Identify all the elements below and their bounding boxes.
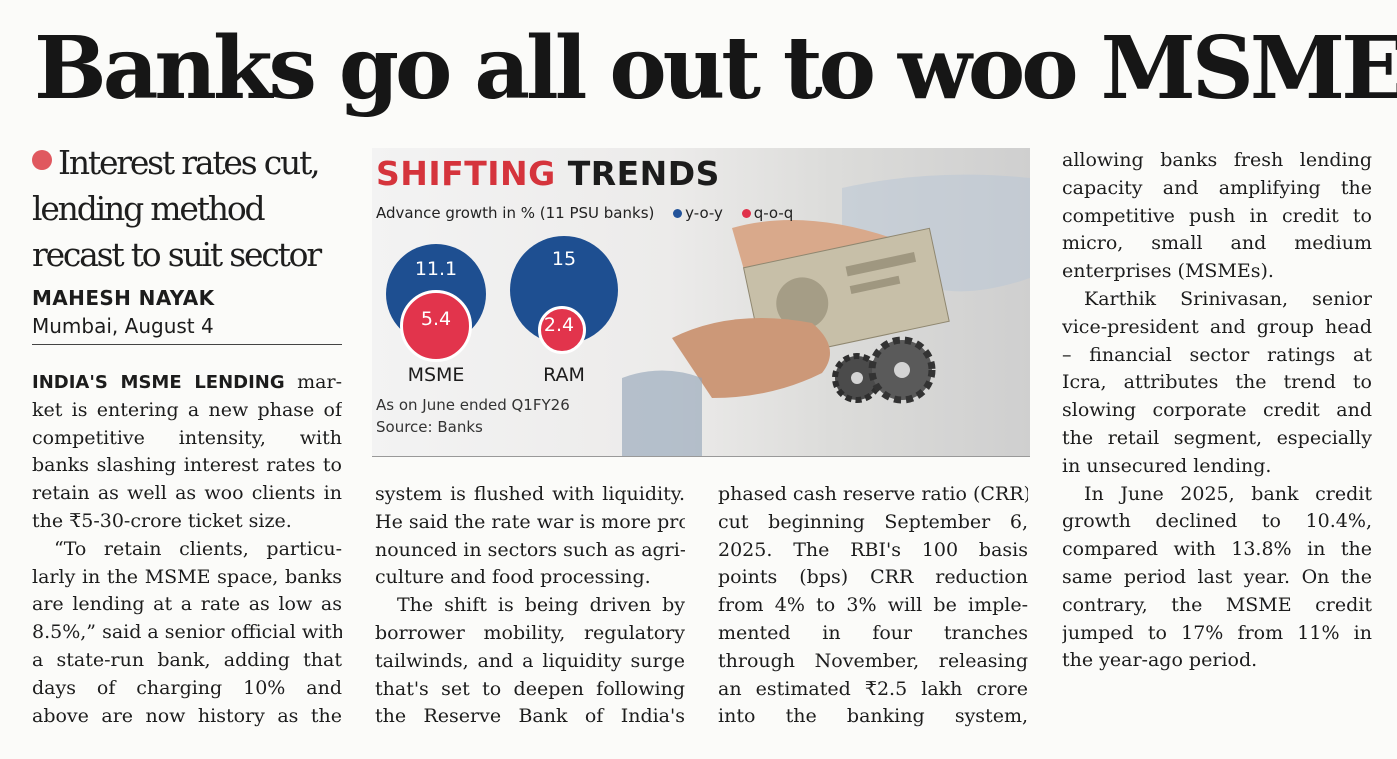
text-line: 8.5%,” said a senior official with <box>32 621 342 644</box>
text-line: culture and food processing. <box>375 566 651 589</box>
text-line: are lending at a rate as low as <box>32 593 342 616</box>
article-column-2: system is flushed with liquidity. He sai… <box>375 481 685 731</box>
text-line: that's set to deepen following <box>375 677 685 700</box>
article-column-1: INDIA'S MSME LENDING mar- ket is enterin… <box>32 369 342 730</box>
graphic-title-main: TRENDS <box>567 154 720 193</box>
text-line: from 4% to 3% will be imple- <box>718 594 1028 617</box>
byline: MAHESH NAYAK <box>32 286 215 310</box>
text-line: points (bps) CRR reduction <box>718 566 1028 589</box>
text-line: the retail segment, especially <box>1062 426 1372 449</box>
label-ram: RAM <box>543 364 585 386</box>
graphic-source: Source: Banks <box>376 418 483 436</box>
article-column-4: allowing banks fresh lending capacity an… <box>1062 147 1372 675</box>
text-line: into the banking system, <box>718 705 1028 728</box>
sleeve-shape <box>622 370 702 456</box>
text-line: compared with 13.8% in the <box>1062 538 1372 561</box>
text-line: larly in the MSME space, banks <box>32 565 342 588</box>
value-ram-yoy: 15 <box>551 248 577 270</box>
value-msme-qoq: 5.4 <box>420 308 452 330</box>
text-line: tailwinds, and a liquidity surge <box>375 649 685 672</box>
text-line: phased cash reserve ratio (CRR) <box>718 483 1028 505</box>
text-line: banks slashing interest rates to <box>32 454 342 477</box>
text-line: competitive push in credit to <box>1062 204 1372 227</box>
text-line: borrower mobility, regulatory <box>375 621 685 644</box>
text-line: allowing banks fresh lending <box>1062 149 1372 171</box>
text-line: ket is entering a new phase of <box>32 398 342 421</box>
legend-dot-icon <box>673 209 683 218</box>
text-line: system is flushed with liquidity. <box>375 483 685 505</box>
text-line: “To retain clients, particu- <box>54 537 342 560</box>
text-line: enterprises (MSMEs). <box>1062 260 1274 283</box>
legend-yoy: y-o-y <box>685 204 723 222</box>
text-line: 2025. The RBI's 100 basis <box>718 538 1028 561</box>
bullet-dot-icon <box>32 150 52 170</box>
text-line: jumped to 17% from 11% in <box>1062 621 1372 644</box>
banknote-text <box>845 252 917 277</box>
text-line: growth declined to 10.4%, <box>1062 510 1372 533</box>
value-ram-qoq: 2.4 <box>543 314 575 336</box>
text-line: the ₹5-30-crore ticket size. <box>32 509 292 532</box>
headline: Banks go all out to woo MSMEs <box>34 18 1397 119</box>
deck-line-2: lending method <box>32 189 266 228</box>
deck: Interest rates cut, lending method recas… <box>32 140 352 278</box>
text-line: capacity and amplifying the <box>1062 176 1372 199</box>
text-fragment: mar- <box>297 371 342 393</box>
graphic-subtitle-legend: Advance growth in % (11 PSU banks) y-o-y… <box>376 204 793 222</box>
text-line: vice-president and group head <box>1062 315 1372 338</box>
text-line: cut beginning September 6, <box>718 510 1028 533</box>
text-line: retain as well as woo clients in <box>32 482 342 505</box>
hand-shape <box>672 318 830 398</box>
text-line: Karthik Srinivasan, senior <box>1084 287 1372 310</box>
text-line: micro, small and medium <box>1062 232 1372 255</box>
deck-line: Interest rates cut, <box>32 140 352 186</box>
text-line: slowing corporate credit and <box>1062 399 1372 422</box>
text-line: through November, releasing <box>718 649 1028 672</box>
deck-line-1: Interest rates cut, <box>58 143 321 182</box>
bubble-ram-qoq <box>538 306 586 354</box>
lead-in: INDIA'S MSME LENDING <box>32 372 285 393</box>
shifting-trends-graphic: SHIFTING TRENDS Advance growth in % (11 … <box>372 148 1030 457</box>
text-line: an estimated ₹2.5 lakh crore <box>718 677 1028 700</box>
chart-subtitle: Advance growth in % (11 PSU banks) <box>376 204 655 222</box>
article-column-3: phased cash reserve ratio (CRR) cut begi… <box>718 481 1028 731</box>
text-line: above are now history as the <box>32 704 342 727</box>
byline-rule <box>32 344 342 345</box>
graphic-title-accent: SHIFTING <box>376 154 556 193</box>
text-line: in unsecured lending. <box>1062 454 1272 477</box>
text-line: Icra, attributes the trend to <box>1062 371 1372 394</box>
text-line: the Reserve Bank of India's <box>375 705 685 728</box>
text-line: The shift is being driven by <box>397 594 685 617</box>
text-line: – financial sector ratings at <box>1062 343 1372 366</box>
dateline: Mumbai, August 4 <box>32 314 214 338</box>
banknote-portrait <box>776 277 829 330</box>
text-line: contrary, the MSME credit <box>1062 593 1372 616</box>
legend-qoq: q-o-q <box>753 204 794 222</box>
graphic-title: SHIFTING TRENDS <box>376 154 720 193</box>
hands-money-illustration <box>622 174 1030 456</box>
text-line: same period last year. On the <box>1062 565 1372 588</box>
text-line: days of charging 10% and <box>32 676 342 699</box>
deck-line-3: recast to suit sector <box>32 235 322 274</box>
text-line: a state-run bank, adding that <box>32 648 342 671</box>
graphic-note: As on June ended Q1FY26 <box>376 396 570 414</box>
text-line: He said the rate war is more pro- <box>375 510 685 533</box>
label-msme: MSME <box>407 364 465 386</box>
value-msme-yoy: 11.1 <box>414 258 458 280</box>
text-line: INDIA'S MSME LENDING mar- <box>32 369 342 397</box>
legend-dot-icon <box>741 209 751 218</box>
gear-hub <box>851 372 863 384</box>
bubble-msme-qoq <box>400 290 472 362</box>
gear-hub <box>894 362 910 378</box>
text-line: In June 2025, bank credit <box>1084 482 1372 505</box>
banknote-text <box>849 275 901 294</box>
text-line: nounced in sectors such as agri- <box>375 538 685 561</box>
text-line: mented in four tranches <box>718 621 1028 644</box>
text-line: competitive intensity, with <box>32 426 342 449</box>
text-line: the year-ago period. <box>1062 649 1258 672</box>
